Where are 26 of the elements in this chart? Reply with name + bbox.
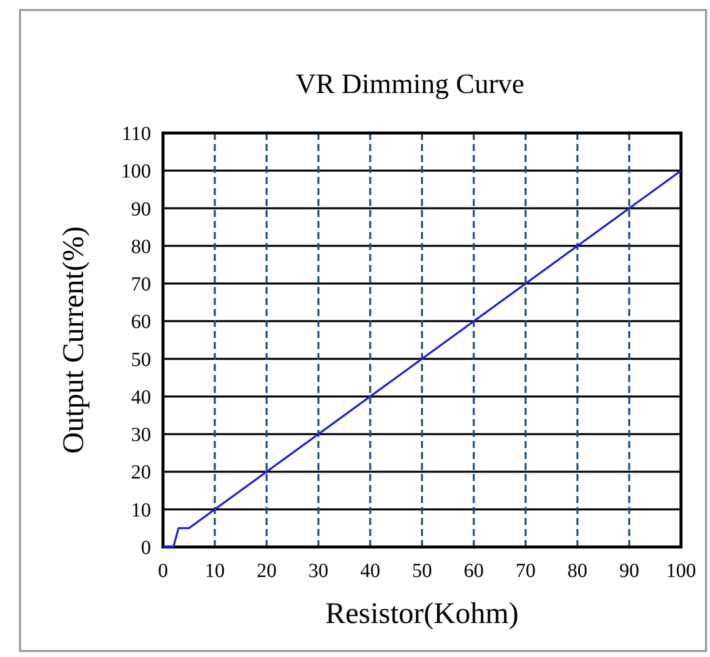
x-tick-label: 0 xyxy=(158,560,168,582)
x-tick-label: 80 xyxy=(567,560,588,582)
y-tick-label: 60 xyxy=(131,311,151,334)
x-axis-title: Resistor(Kohm) xyxy=(325,597,519,630)
x-tick-label: 40 xyxy=(360,560,380,582)
x-tick-label: 100 xyxy=(666,560,696,582)
y-tick-label: 80 xyxy=(131,236,151,258)
y-tick-label: 10 xyxy=(131,499,151,522)
y-tick-label: 20 xyxy=(131,462,151,484)
y-tick-label: 30 xyxy=(131,424,151,446)
x-tick-label: 60 xyxy=(464,560,484,582)
y-tick-label: 50 xyxy=(131,348,151,371)
x-tick-label: 70 xyxy=(516,560,536,582)
y-tick-label: 90 xyxy=(131,198,151,220)
chart-title: VR Dimming Curve xyxy=(296,69,524,100)
y-tick-label: 40 xyxy=(131,386,151,408)
y-tick-label: 70 xyxy=(131,274,151,296)
x-tick-label: 10 xyxy=(204,560,225,582)
y-tick-label: 110 xyxy=(122,123,151,145)
y-tick-label: 100 xyxy=(121,160,151,183)
x-tick-label: 50 xyxy=(412,560,432,582)
x-tick-label: 20 xyxy=(256,560,277,582)
x-tick-label: 30 xyxy=(308,560,328,582)
x-tick-label: 90 xyxy=(619,560,640,582)
y-tick-label: 0 xyxy=(141,537,151,559)
y-axis-title: Output Current(%) xyxy=(57,226,90,454)
